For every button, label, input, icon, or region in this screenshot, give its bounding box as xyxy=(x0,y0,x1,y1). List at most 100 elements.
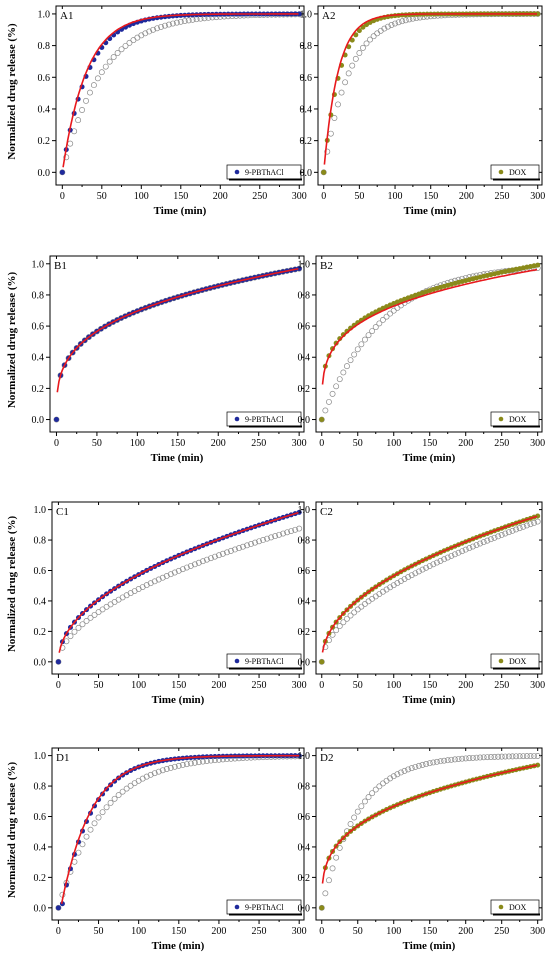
data-point-open xyxy=(351,814,358,821)
data-point-open xyxy=(342,79,349,86)
data-point-open xyxy=(395,19,402,26)
data-point-open xyxy=(426,563,433,569)
fit-curve xyxy=(58,511,299,653)
data-point-open xyxy=(69,349,76,356)
data-point-open xyxy=(491,753,498,760)
data-point-open xyxy=(94,75,101,82)
data-point-open xyxy=(143,582,150,589)
y-tick-label: 0.2 xyxy=(34,873,47,884)
data-point-open xyxy=(405,766,412,773)
x-tick-label: 100 xyxy=(386,438,401,449)
y-axis-title: Normalized drug release (%) xyxy=(6,761,18,898)
data-point-open xyxy=(118,46,125,53)
y-tick-label: 0.6 xyxy=(34,566,47,577)
data-point-open xyxy=(444,554,451,561)
data-point-open xyxy=(480,754,487,761)
data-point-open xyxy=(352,55,359,62)
y-tick-label: 0.8 xyxy=(298,536,311,547)
data-point-open xyxy=(534,753,541,759)
x-tick-label: 150 xyxy=(422,438,437,449)
data-point-open xyxy=(155,576,162,583)
panel-c2: 0 50 100 150 200 250 300 0.0 0.2 0.4 0.6 0.8 1.0 Time… xyxy=(298,501,545,706)
data-point-open xyxy=(276,531,283,538)
data-point-open xyxy=(167,571,174,578)
data-point-open xyxy=(326,398,332,405)
data-point-open xyxy=(419,761,426,768)
data-point-open xyxy=(296,525,303,532)
data-point-filled xyxy=(319,659,325,665)
data-point-open xyxy=(358,341,365,348)
data-point-open xyxy=(90,82,97,89)
data-point-open xyxy=(215,552,222,559)
x-tick-label: 200 xyxy=(211,680,226,691)
data-point-open xyxy=(272,533,279,540)
fit-curve xyxy=(321,268,538,385)
data-point-open xyxy=(408,572,415,579)
y-tick-label: 0.2 xyxy=(298,384,311,395)
data-point-open xyxy=(327,130,334,137)
x-tick-label: 100 xyxy=(386,926,401,937)
data-point-open xyxy=(143,773,150,780)
x-tick-label: 250 xyxy=(494,680,509,691)
data-point-open xyxy=(95,814,102,821)
legend-label: DOX xyxy=(509,903,527,912)
data-point-open xyxy=(462,755,469,762)
legend-marker xyxy=(498,658,504,664)
x-tick-label: 250 xyxy=(252,680,267,691)
y-tick-label: 0.8 xyxy=(38,41,51,52)
data-point-open xyxy=(146,28,153,35)
data-point-open xyxy=(83,97,89,104)
data-point-open xyxy=(79,107,86,113)
panel-label: D1 xyxy=(56,752,69,764)
data-point-open xyxy=(365,598,372,605)
x-tick-label: 150 xyxy=(422,926,437,937)
legend: 9-PBThACl xyxy=(226,653,302,670)
data-point-open xyxy=(179,762,186,768)
plot-frame xyxy=(315,255,543,433)
x-tick-label: 250 xyxy=(252,191,267,202)
plot-frame xyxy=(315,747,543,921)
data-point-open xyxy=(154,25,161,32)
data-point-open xyxy=(448,756,455,763)
data-point-open xyxy=(372,593,379,600)
data-point-open xyxy=(147,580,154,587)
data-point-open xyxy=(107,799,114,806)
data-point-open xyxy=(423,761,430,767)
x-tick-label: 0 xyxy=(319,926,324,937)
data-point-open xyxy=(369,328,376,334)
data-point-open xyxy=(397,578,404,584)
series-filled xyxy=(319,262,541,423)
y-tick-label: 1.0 xyxy=(34,505,47,516)
data-point-open xyxy=(430,759,437,766)
y-tick-label: 0.4 xyxy=(38,104,51,115)
x-tick-label: 50 xyxy=(97,191,107,202)
data-point-open xyxy=(423,564,430,571)
y-tick-label: 0.0 xyxy=(38,168,51,179)
x-tick-label: 150 xyxy=(423,191,438,202)
y-axis-title: Normalized drug release (%) xyxy=(6,515,18,652)
data-point-open xyxy=(159,767,166,774)
data-point-open xyxy=(372,324,379,331)
data-point-open xyxy=(347,357,354,364)
data-point-open xyxy=(401,767,408,774)
y-tick-label: 0.0 xyxy=(34,657,47,668)
x-tick-label: 200 xyxy=(459,191,474,202)
data-point-open xyxy=(187,760,194,767)
data-point-open xyxy=(85,334,92,341)
y-tick-label: 0.6 xyxy=(298,322,311,333)
data-point-open xyxy=(142,30,149,37)
data-point-open xyxy=(211,553,218,560)
data-point-open xyxy=(63,154,70,161)
data-point-open xyxy=(415,762,422,769)
x-tick-label: 300 xyxy=(292,926,307,937)
y-tick-label: 0.6 xyxy=(298,812,311,823)
data-point-open xyxy=(523,753,530,760)
data-point-open xyxy=(322,890,329,897)
y-tick-label: 0.6 xyxy=(298,566,311,577)
data-point-open xyxy=(83,617,90,624)
data-point-open xyxy=(370,33,377,40)
data-point-filled xyxy=(535,762,541,768)
data-point-open xyxy=(106,58,113,65)
data-point-open xyxy=(322,407,329,414)
data-point-open xyxy=(123,592,130,599)
